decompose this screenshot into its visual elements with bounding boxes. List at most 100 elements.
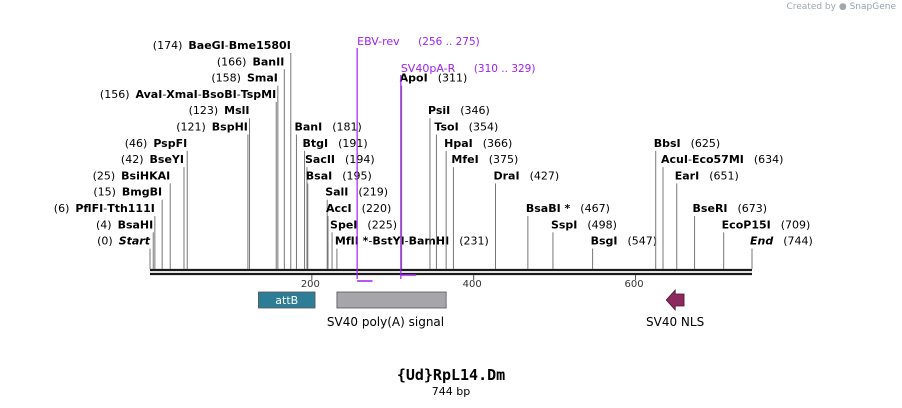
enzyme-position: (625) — [691, 137, 721, 150]
enzyme-site: BsgI (547) — [591, 235, 658, 269]
enzyme-name: EcoP15I — [722, 218, 771, 231]
feature-attb: attB — [258, 291, 316, 309]
enzyme-position: (651) — [709, 169, 739, 182]
enzyme-position: (156) — [100, 88, 130, 101]
enzyme-separator: - — [688, 153, 692, 166]
primer-range: (310 .. 329) — [474, 63, 536, 75]
enzyme-position: (634) — [754, 153, 784, 166]
enzyme-name: BanII — [252, 55, 284, 68]
enzyme-name: Start — [119, 235, 151, 248]
enzyme-site: (15) BmgBI — [93, 186, 163, 269]
enzyme-position: (174) — [153, 39, 183, 52]
enzyme-name: PflFI — [75, 202, 103, 215]
feature-box — [336, 291, 447, 309]
enzyme-name: BanI — [294, 121, 322, 134]
enzyme-name: SacII — [305, 153, 335, 166]
enzyme-name: SpeI — [330, 218, 357, 231]
enzyme-name: BspHI — [212, 121, 248, 134]
enzyme-name: AcuI — [661, 153, 688, 166]
enzyme-position: (4) — [96, 218, 112, 231]
enzyme-name: AvaI — [136, 88, 163, 101]
enzyme-site: AcuI - Eco57MI (634) — [661, 153, 784, 269]
enzyme-site: (4) BsaHI — [96, 218, 154, 269]
enzyme-position: (220) — [362, 202, 392, 215]
enzyme-name: Tth111I — [107, 202, 155, 215]
feature-box — [258, 291, 316, 309]
enzyme-name: TsoI — [434, 121, 458, 134]
enzyme-name: BaeGI — [188, 39, 224, 52]
enzyme-position: (375) — [489, 153, 519, 166]
enzyme-name: BstYI — [372, 235, 404, 248]
enzyme-name: End — [750, 235, 773, 248]
enzyme-name: Eco57MI — [692, 153, 744, 166]
enzyme-position: (219) — [358, 186, 388, 199]
enzyme-name: MslI — [224, 104, 249, 117]
enzyme-separator: - — [368, 235, 372, 248]
feature-arrow — [665, 288, 685, 312]
enzyme-name: BtgI — [303, 137, 329, 150]
enzyme-site: MfeI (375) — [451, 153, 518, 269]
enzyme-position: (427) — [530, 169, 560, 182]
enzyme-name: SalI — [325, 186, 348, 199]
enzyme-name: BsaBI * — [526, 202, 571, 215]
enzyme-site: BsaBI * (467) — [526, 202, 610, 269]
enzyme-position: (46) — [125, 137, 148, 150]
feature-sv40-nls: SV40 NLS — [646, 288, 704, 329]
enzyme-site: (174) BaeGI - Bme1580I — [153, 39, 292, 269]
enzyme-site: SalI (219) — [325, 186, 388, 269]
enzyme-name: EarI — [675, 169, 699, 182]
primer: EBV-rev (256 .. 275) — [356, 35, 480, 282]
enzyme-position: (673) — [738, 202, 768, 215]
enzyme-position: (166) — [217, 55, 247, 68]
enzyme-name: BseRI — [693, 202, 728, 215]
primer-name: EBV-rev — [357, 35, 400, 48]
enzyme-position: (194) — [345, 153, 375, 166]
feature-label: SV40 NLS — [646, 315, 704, 329]
enzyme-site: TsoI (354) — [434, 121, 499, 269]
enzyme-position: (366) — [483, 137, 513, 150]
enzyme-name: PsiI — [428, 104, 450, 117]
enzyme-name: SspI — [551, 218, 577, 231]
enzyme-separator: - — [198, 88, 202, 101]
enzyme-position: (15) — [93, 186, 116, 199]
enzyme-site: BanI (181) — [294, 121, 362, 269]
enzyme-site: BseRI (673) — [693, 202, 768, 269]
snapgene-credit: Created by ● SnapGene — [786, 2, 896, 12]
enzyme-site: BbsI (625) — [654, 137, 721, 269]
enzyme-position: (25) — [93, 169, 116, 182]
enzyme-name: BsoBI — [202, 88, 237, 101]
enzyme-name: MfeI — [451, 153, 478, 166]
map-title: {Ud}RpL14.Dm — [396, 366, 506, 384]
snapgene-logo-icon: ● — [838, 2, 847, 12]
enzyme-name: BsgI — [591, 235, 618, 248]
enzyme-position: (744) — [783, 235, 813, 248]
enzyme-name: XmaI — [166, 88, 197, 101]
enzyme-position: (311) — [438, 72, 468, 85]
enzyme-site: MfII * - BstYI - BamHI (231) — [335, 235, 489, 269]
axis-tick-label: 400 — [463, 279, 482, 290]
enzyme-separator: - — [225, 39, 229, 52]
enzyme-site: (158) SmaI — [211, 72, 279, 269]
enzyme-site: (6) PflFI - Tth111I — [54, 202, 156, 269]
enzyme-site: EcoP15I (709) — [722, 218, 811, 269]
enzyme-position: (709) — [781, 218, 811, 231]
enzyme-site: (166) BanII — [217, 55, 285, 269]
enzyme-position: (547) — [628, 235, 658, 248]
enzyme-site: (46) PspFI — [125, 137, 188, 269]
enzyme-name: BsaHI — [118, 218, 154, 231]
enzyme-position: (354) — [469, 121, 499, 134]
enzyme-site: PsiI (346) — [428, 104, 490, 269]
enzyme-position: (346) — [460, 104, 490, 117]
enzyme-site: ApoI (311) — [400, 72, 468, 269]
enzyme-name: BmgBI — [122, 186, 162, 199]
enzyme-site: (123) MslI — [189, 104, 251, 269]
enzyme-site: SspI (498) — [551, 218, 617, 269]
enzyme-site: (0) Start — [97, 235, 151, 269]
enzyme-site: AccI (220) — [326, 202, 391, 269]
enzyme-separator: - — [237, 88, 241, 101]
enzyme-position: (231) — [459, 235, 489, 248]
enzyme-name: TspMI — [241, 88, 277, 101]
enzyme-site: (121) BspHI — [176, 121, 249, 269]
feature-label: attB — [275, 294, 298, 307]
